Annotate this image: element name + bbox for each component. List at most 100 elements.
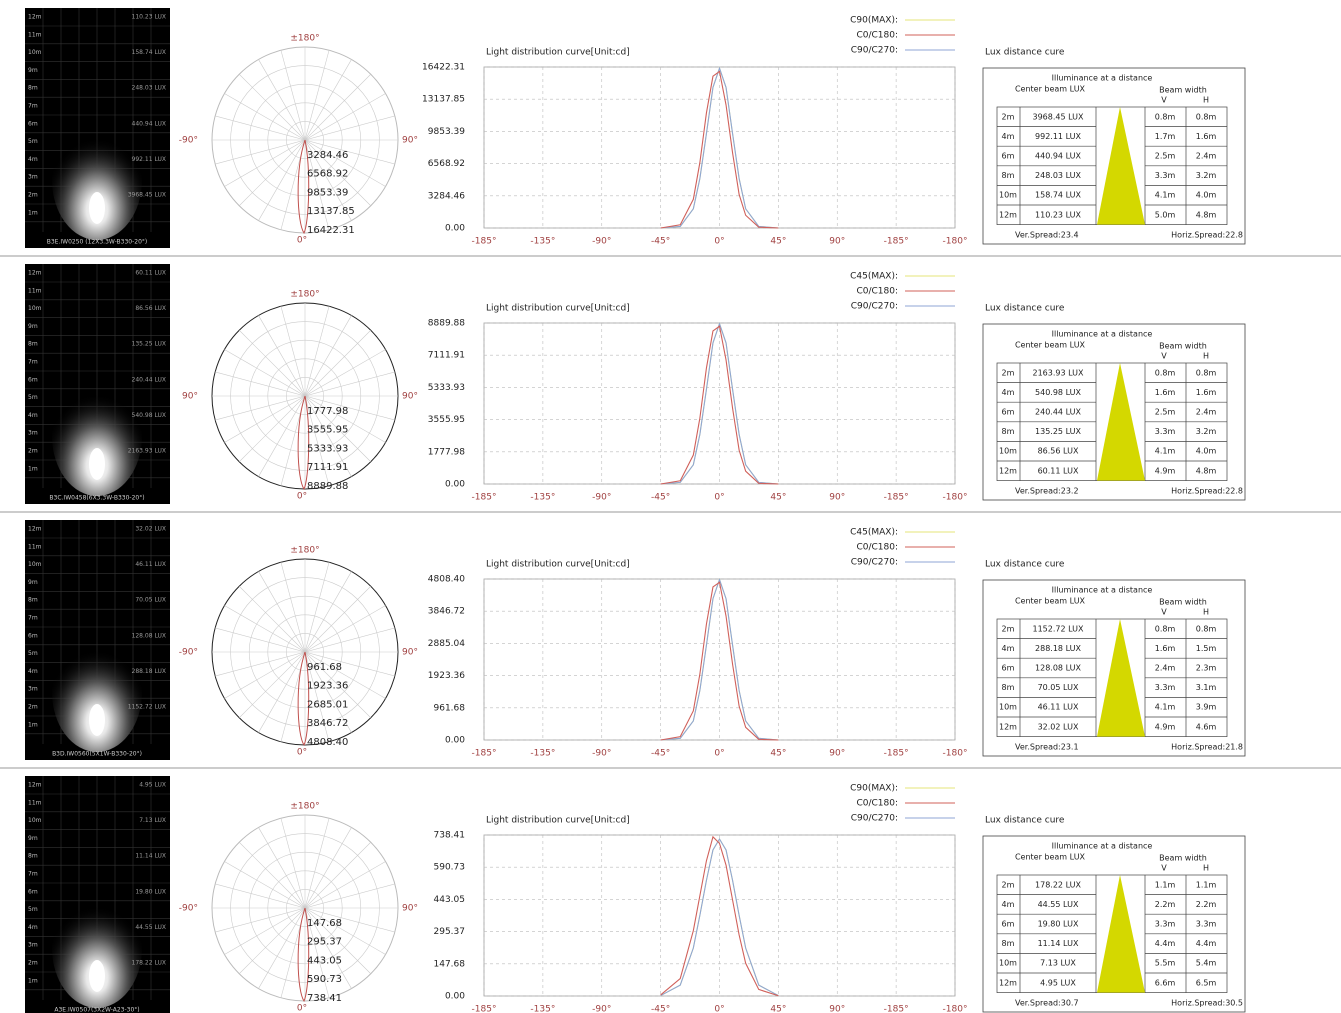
beam-lux: 70.05 LUX — [135, 597, 166, 604]
legend-label: C90/C270: — [851, 302, 898, 312]
table-cell: 178.22 LUX — [1035, 880, 1081, 889]
beam-lux: 110.23 LUX — [132, 14, 166, 21]
table-heading: Illuminance at a distance — [1052, 330, 1153, 339]
chart-title: Light distribution curve[Unit:cd] — [486, 560, 630, 570]
x-tick-label: 45° — [770, 1005, 786, 1013]
y-tick-label: 0.00 — [445, 480, 465, 490]
y-tick-label: 13137.85 — [422, 95, 465, 105]
table-col: Center beam LUX — [1015, 597, 1086, 606]
beam-lux: 178.22 LUX — [132, 960, 166, 967]
x-tick-label: -45° — [651, 749, 670, 759]
table-cell: 2.4m — [1196, 408, 1217, 417]
table-col: Center beam LUX — [1015, 853, 1086, 862]
beam-distance: 1m — [28, 209, 38, 216]
table-cell: 32.02 LUX — [1038, 722, 1079, 731]
x-tick-label: 90° — [829, 749, 845, 759]
table-cell: 4.1m — [1155, 703, 1176, 712]
table-cell: 3.3m — [1155, 920, 1176, 929]
beam-lux: 60.11 LUX — [135, 270, 166, 277]
x-tick-label: 0° — [714, 237, 724, 247]
table-cell: 3968.45 LUX — [1032, 112, 1084, 121]
spread-ver: Ver.Spread:30.7 — [1015, 999, 1079, 1008]
y-tick-label: 961.68 — [434, 703, 466, 713]
beam-distance: 12m — [28, 14, 42, 21]
table-cell: 44.55 LUX — [1038, 900, 1079, 909]
beam-lux: 3968.45 LUX — [128, 192, 166, 199]
table-cell: 2m — [1002, 112, 1015, 121]
x-tick-label: -90° — [592, 237, 611, 247]
x-tick-label: -185° — [884, 493, 909, 503]
legend-label: C0/C180: — [856, 799, 898, 809]
table-col: V — [1161, 352, 1167, 361]
table-cell: 3.2m — [1196, 171, 1217, 180]
table-cell: 3.3m — [1155, 683, 1176, 692]
table-cell: 6m — [1002, 152, 1015, 161]
table-cell: 60.11 LUX — [1038, 466, 1079, 475]
beam-distance: 10m — [28, 817, 42, 824]
polar-label-right: 90° — [402, 648, 418, 658]
polar-ring-label: 5333.93 — [307, 443, 348, 454]
x-tick-label: -45° — [651, 493, 670, 503]
table-cell: 248.03 LUX — [1035, 171, 1081, 180]
table-cell: 2163.93 LUX — [1032, 368, 1084, 377]
beam-distance: 10m — [28, 305, 42, 312]
polar-lobe — [297, 907, 310, 1002]
y-tick-label: 0.00 — [445, 992, 465, 1002]
curve — [660, 835, 779, 997]
polar-ring-label: 1923.36 — [307, 681, 348, 692]
table-col: Center beam LUX — [1015, 85, 1086, 94]
polar-ring-label: 295.37 — [307, 937, 342, 948]
beam-distance: 6m — [28, 120, 38, 127]
beam-triangle — [1097, 107, 1145, 225]
curve — [660, 577, 779, 741]
legend-label: C45(MAX): — [850, 528, 898, 538]
x-tick-label: -180° — [943, 237, 968, 247]
y-tick-label: 5333.93 — [428, 383, 465, 393]
beam-distance: 11m — [28, 543, 42, 550]
beam-distance: 9m — [28, 67, 38, 74]
table-cell: 4.1m — [1155, 191, 1176, 200]
polar-ring-label: 3284.46 — [307, 150, 348, 161]
x-tick-label: -185° — [472, 1005, 497, 1013]
beam-lux: 1152.72 LUX — [128, 704, 166, 711]
beam-distance: 5m — [28, 650, 38, 657]
table-cell: 4.1m — [1155, 447, 1176, 456]
x-tick-label: 45° — [770, 749, 786, 759]
beam-distance: 2m — [28, 960, 38, 967]
spread-hor: Horiz.Spread:21.8 — [1171, 743, 1243, 752]
polar-label-bottom: 0° — [297, 236, 307, 246]
table-col: V — [1161, 96, 1167, 105]
polar-ring-label: 13137.85 — [307, 206, 355, 217]
table-cell: 1.7m — [1155, 132, 1176, 141]
spread-ver: Ver.Spread:23.4 — [1015, 231, 1079, 240]
beam-distance: 11m — [28, 31, 42, 38]
beam-core — [89, 448, 105, 480]
polar-label-right: 90° — [402, 392, 418, 402]
table-cell: 3.3m — [1155, 427, 1176, 436]
beam-distance: 1m — [28, 977, 38, 984]
x-tick-label: -185° — [884, 749, 909, 759]
polar-label-bottom: 0° — [297, 748, 307, 758]
y-tick-label: 8889.88 — [428, 319, 465, 329]
y-tick-label: 738.41 — [434, 831, 466, 841]
table-cell: 2m — [1002, 368, 1015, 377]
legend-label: C90(MAX): — [850, 784, 898, 794]
table-cell: 3.3m — [1196, 920, 1217, 929]
beam-lux: 7.13 LUX — [139, 817, 166, 824]
table-cell: 4.4m — [1196, 939, 1217, 948]
beam-distance: 11m — [28, 799, 42, 806]
beam-distance: 8m — [28, 85, 38, 92]
polar-label-right: 90° — [402, 904, 418, 914]
x-tick-label: 0° — [714, 749, 724, 759]
table-cell: 2.4m — [1196, 152, 1217, 161]
beam-triangle — [1097, 363, 1145, 481]
beam-distance: 12m — [28, 526, 42, 533]
table-cell: 1.1m — [1155, 880, 1176, 889]
table-col: Beam width — [1159, 86, 1207, 95]
beam-lux: 2163.93 LUX — [128, 448, 166, 455]
polar-ring-label: 4808.40 — [307, 737, 348, 748]
table-cell: 3.9m — [1196, 703, 1217, 712]
table-cell: 8m — [1002, 171, 1015, 180]
table-cell: 2.2m — [1155, 900, 1176, 909]
table-title: Lux distance cure — [985, 48, 1065, 58]
